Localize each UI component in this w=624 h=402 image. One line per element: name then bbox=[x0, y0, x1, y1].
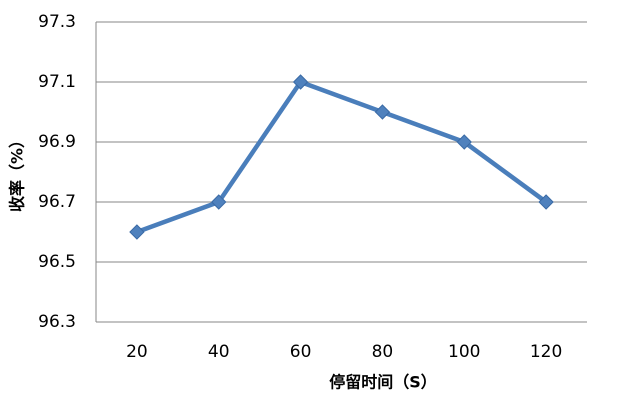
y-axis-title: 收率（%） bbox=[8, 132, 27, 212]
data-line bbox=[136, 79, 548, 235]
y-tick-label: 97.3 bbox=[38, 12, 76, 32]
y-tick-label: 96.7 bbox=[38, 192, 76, 212]
x-tick-label: 80 bbox=[372, 342, 394, 362]
data-point bbox=[456, 134, 472, 150]
x-tick-label: 60 bbox=[290, 342, 312, 362]
data-point bbox=[374, 104, 391, 120]
x-tick-label: 20 bbox=[126, 342, 148, 362]
data-point bbox=[292, 74, 309, 90]
data-point bbox=[538, 194, 554, 210]
x-tick-label: 100 bbox=[448, 342, 480, 362]
x-axis-title: 停留时间（S） bbox=[329, 373, 437, 392]
x-tick-label: 120 bbox=[530, 342, 562, 362]
y-tick-label: 96.9 bbox=[38, 132, 76, 152]
y-tick-label: 96.5 bbox=[38, 252, 76, 272]
data-point bbox=[129, 224, 145, 240]
y-tick-label: 96.3 bbox=[38, 312, 76, 332]
x-tick-label: 40 bbox=[208, 342, 230, 362]
y-tick-label: 97.1 bbox=[38, 72, 76, 92]
data-point bbox=[211, 194, 227, 210]
